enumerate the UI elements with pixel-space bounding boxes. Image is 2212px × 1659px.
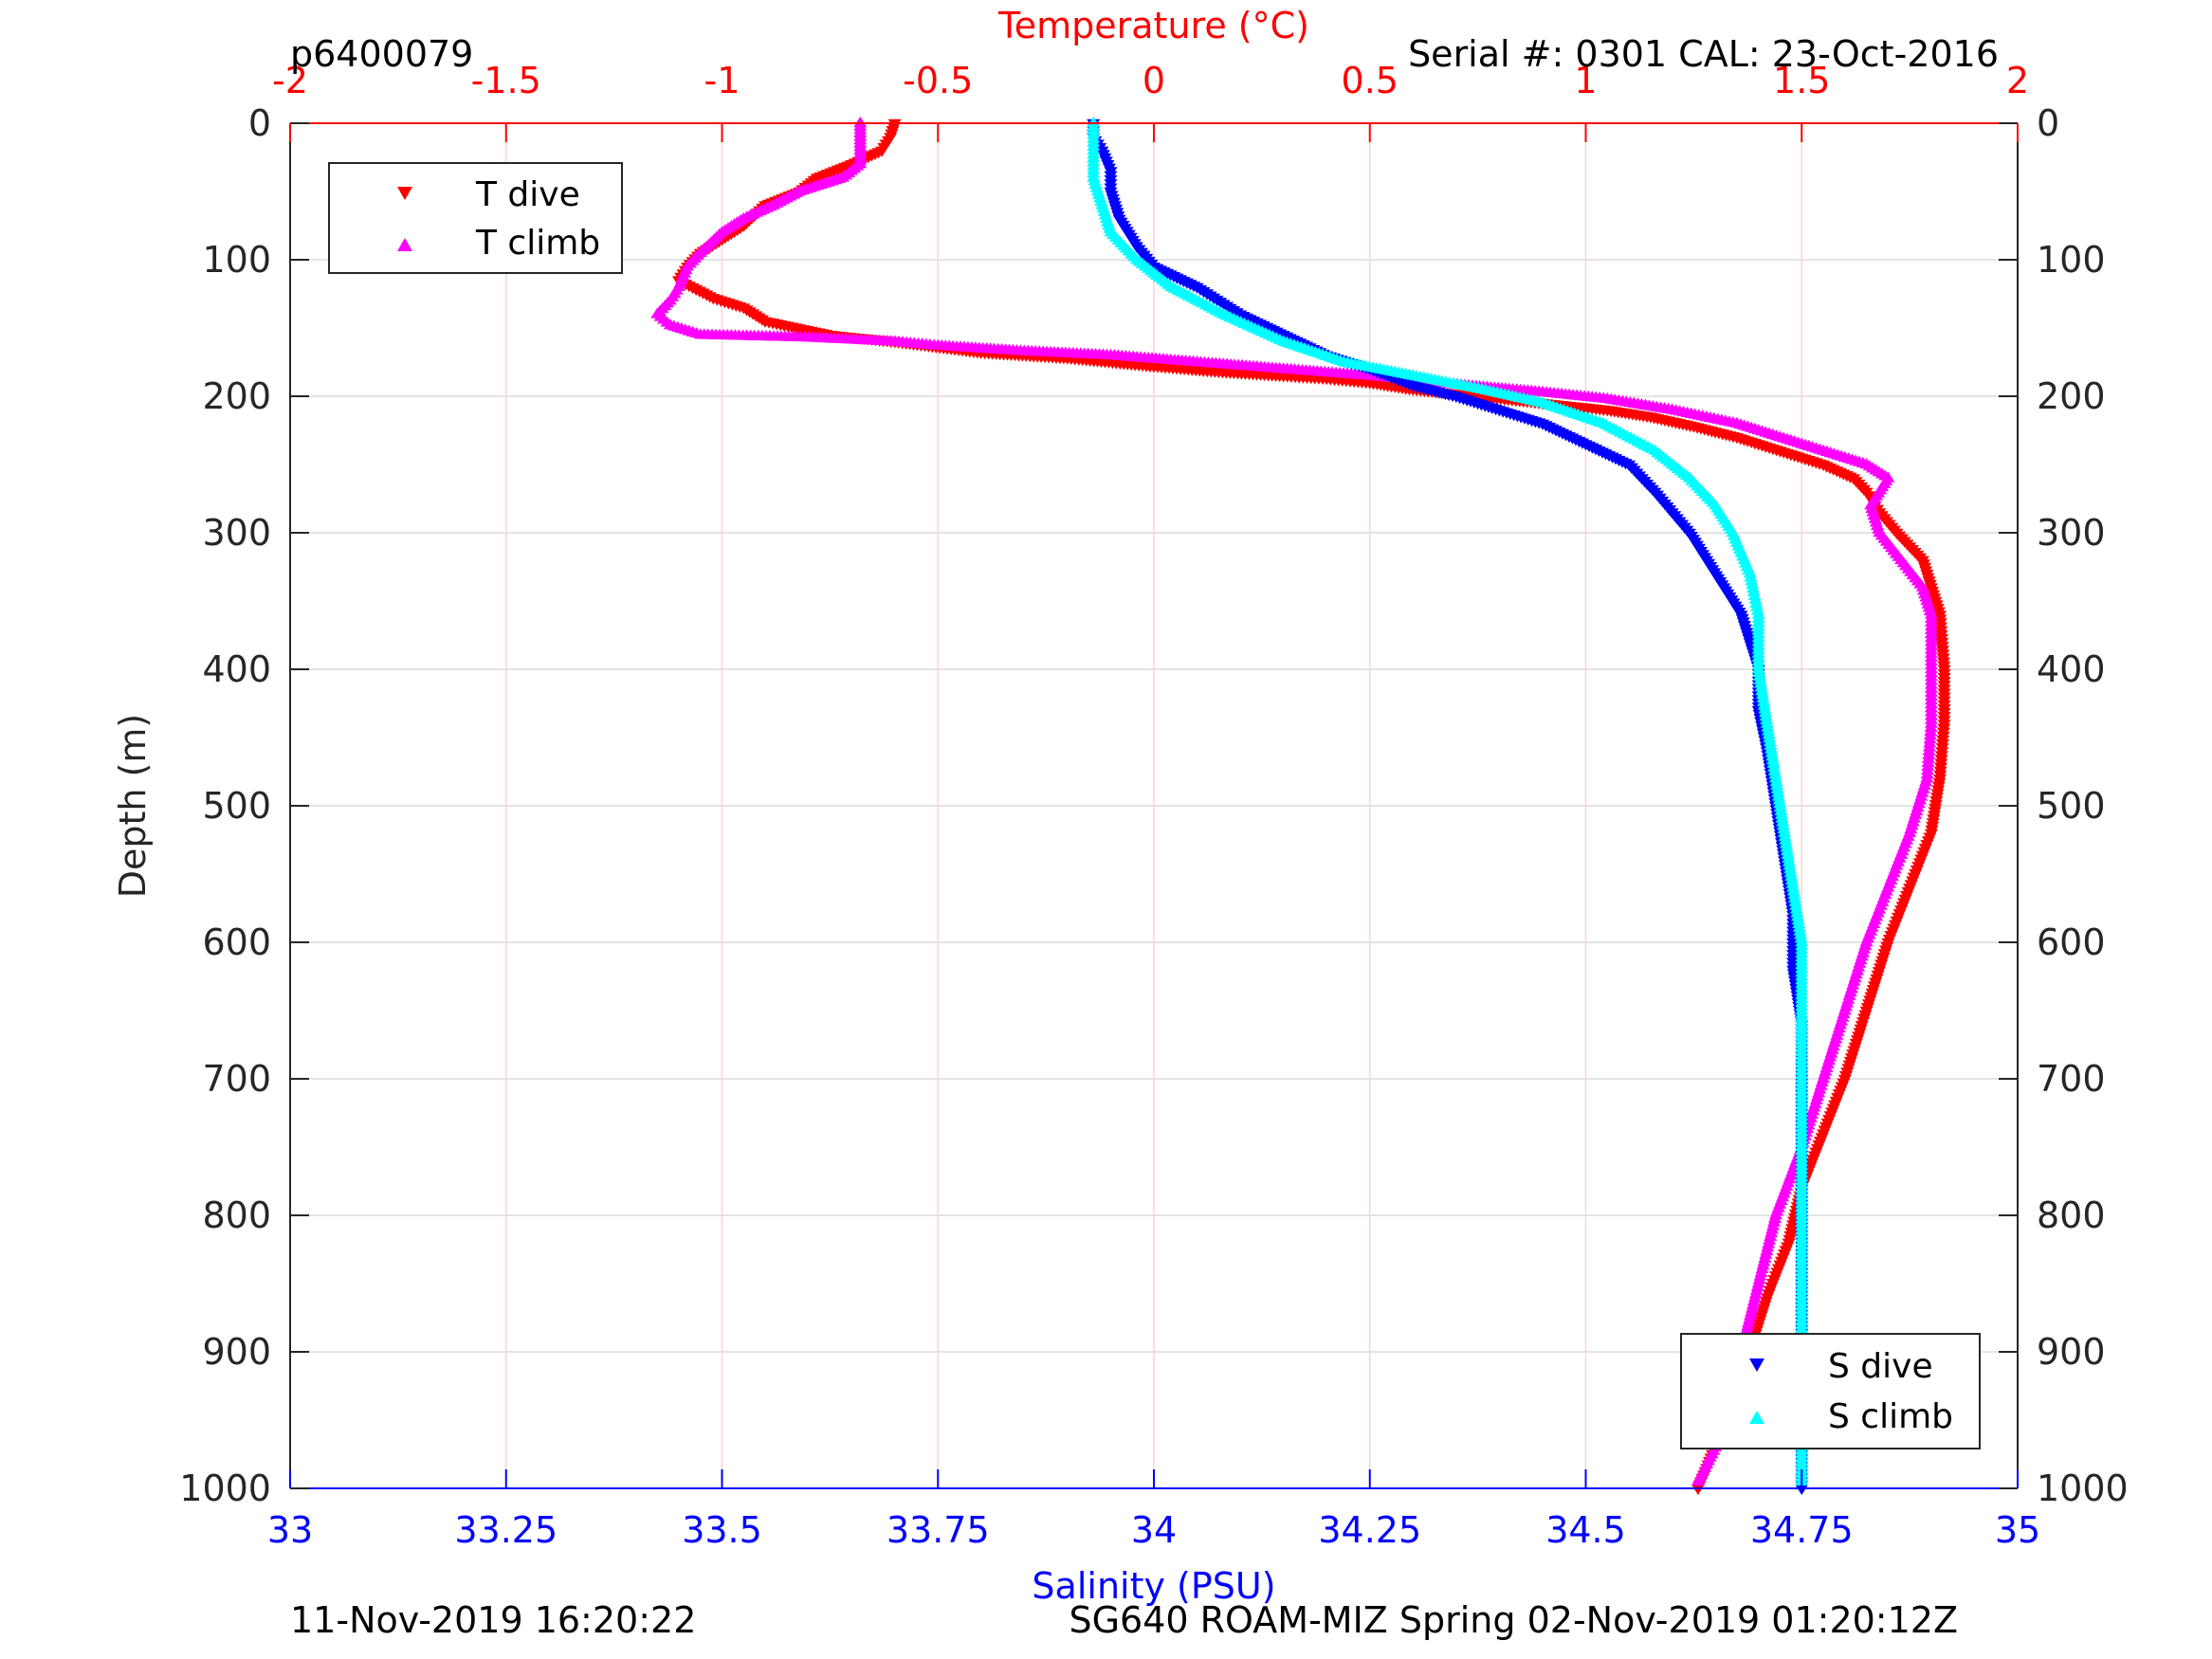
temperature-tick-label: -1.5 <box>471 60 541 101</box>
t-dive-legend-marker <box>397 187 412 200</box>
depth-axis-label: Depth (m) <box>112 714 154 899</box>
salinity-legend: S dive S climb <box>1680 1333 1981 1449</box>
tick-layer: 0 0 100 100 200 200 300 300 400 400 500 500 600 600 70… <box>179 60 2128 1551</box>
temperature-tick-label: 1 <box>1574 60 1597 101</box>
data-point <box>1795 1484 1809 1495</box>
salinity-legend-box <box>1680 1333 1981 1449</box>
depth-tick-label-right: 100 <box>2037 239 2106 281</box>
depth-tick-label-left: 600 <box>202 921 271 963</box>
temperature-tick-label: -1 <box>704 60 740 101</box>
t-climb-legend-marker <box>397 238 412 251</box>
depth-tick-label-left: 300 <box>202 512 271 554</box>
depth-tick-label-left: 200 <box>202 375 271 417</box>
temperature-legend: T dive T climb <box>328 162 623 274</box>
salinity-tick-label: 33 <box>267 1509 313 1551</box>
depth-tick-label-left: 100 <box>202 239 271 281</box>
depth-tick-label-right: 300 <box>2037 512 2106 554</box>
depth-tick-label-right: 800 <box>2037 1194 2106 1236</box>
t-climb-legend-label: T climb <box>475 224 600 263</box>
depth-tick-label-left: 900 <box>202 1331 271 1373</box>
depth-tick-label-left: 500 <box>202 785 271 827</box>
temperature-tick-label: 0 <box>1143 60 1165 101</box>
depth-tick-label-right: 0 <box>2037 102 2059 144</box>
salinity-tick-label: 35 <box>1995 1509 2040 1551</box>
temperature-tick-label: 0.5 <box>1342 60 1398 101</box>
depth-tick-label-left: 1000 <box>179 1468 271 1509</box>
salinity-axis-label: Salinity (PSU) <box>1032 1565 1275 1607</box>
depth-tick-label-left: 800 <box>202 1194 271 1236</box>
salinity-tick-label: 33.5 <box>682 1509 762 1551</box>
salinity-tick-label: 34 <box>1131 1509 1177 1551</box>
salinity-tick-label: 34.5 <box>1545 1509 1626 1551</box>
temperature-legend-box <box>328 162 623 274</box>
salinity-tick-label: 33.25 <box>454 1509 558 1551</box>
temperature-tick-label: 2 <box>2006 60 2029 101</box>
depth-tick-label-right: 900 <box>2037 1331 2106 1373</box>
salinity-tick-label: 34.25 <box>1318 1509 1421 1551</box>
depth-tick-label-right: 600 <box>2037 921 2106 963</box>
temperature-tick-label: -0.5 <box>903 60 973 101</box>
series-s-climb <box>1087 117 1809 1486</box>
serial-calibration: Serial #: 0301 CAL: 23-Oct-2016 <box>1408 33 1999 75</box>
profile-id: p6400079 <box>290 33 473 75</box>
temperature-axis-label: Temperature (°C) <box>997 5 1309 46</box>
s-climb-legend-label: S climb <box>1828 1397 1953 1436</box>
salinity-tick-label: 33.75 <box>887 1509 990 1551</box>
depth-tick-label-right: 200 <box>2037 375 2106 417</box>
depth-tick-label-left: 400 <box>202 648 271 690</box>
s-climb-legend-marker <box>1749 1411 1764 1424</box>
s-dive-legend-marker <box>1749 1358 1764 1372</box>
depth-tick-label-right: 700 <box>2037 1058 2106 1100</box>
depth-tick-label-right: 1000 <box>2037 1468 2129 1509</box>
temperature-tick-label: 1.5 <box>1773 60 1830 101</box>
data-point <box>1691 1474 1705 1486</box>
depth-tick-label-left: 700 <box>202 1058 271 1100</box>
footer-mission: SG640 ROAM-MIZ Spring 02-Nov-2019 01:20:… <box>1069 1599 1958 1641</box>
grid-layer <box>290 123 2018 1488</box>
footer-timestamp: 11-Nov-2019 16:20:22 <box>290 1599 696 1641</box>
temperature-tick-label: -2 <box>272 60 308 101</box>
depth-tick-label-right: 500 <box>2037 785 2106 827</box>
data-point <box>1691 1484 1705 1495</box>
t-dive-legend-label: T dive <box>475 175 580 214</box>
depth-tick-label-right: 400 <box>2037 648 2106 690</box>
salinity-tick-label: 34.75 <box>1750 1509 1854 1551</box>
s-dive-legend-label: S dive <box>1828 1347 1933 1386</box>
depth-tick-label-left: 0 <box>248 102 271 144</box>
